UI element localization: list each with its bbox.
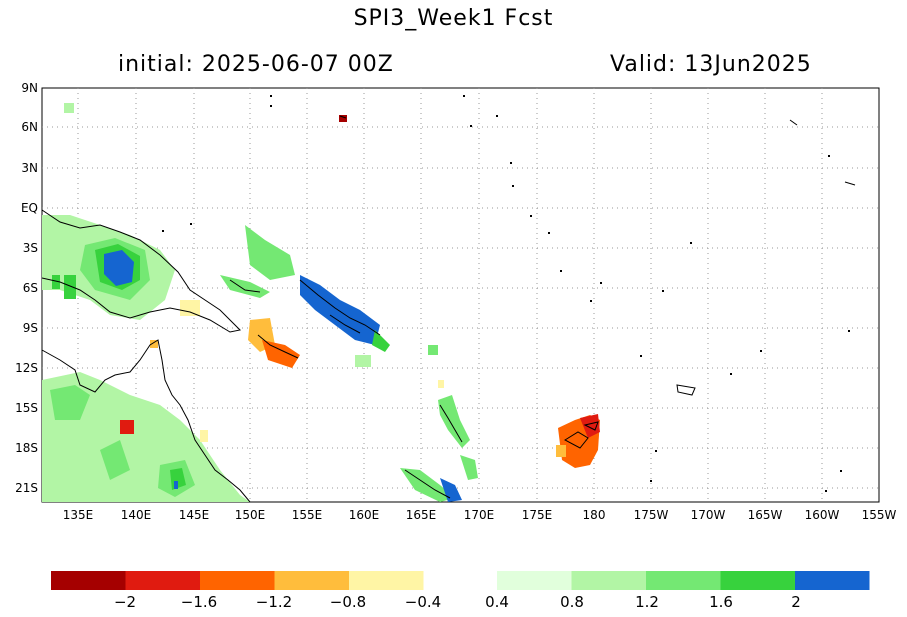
map-title: SPI3_Week1 Fcst — [353, 6, 554, 31]
lon-label: 155E — [292, 508, 323, 522]
latitude-labels: 9N 6N 3N EQ 3S 6S 9S 12S 15S 18S 21S — [15, 81, 38, 495]
colorbar-labels: −2 −1.6 −1.2 −0.8 −0.4 0.4 0.8 1.2 1.6 2 — [114, 593, 801, 611]
colorbar-swatch-positive — [795, 571, 870, 590]
lon-label: 155W — [862, 508, 897, 522]
colorbar-label: 1.6 — [709, 593, 733, 611]
colorbar — [51, 571, 870, 590]
colorbar-swatch-positive — [497, 571, 572, 590]
lon-label: 170W — [691, 508, 726, 522]
colorbar-label: 0.4 — [485, 593, 509, 611]
lon-label: 145E — [179, 508, 210, 522]
colorbar-label: −0.4 — [405, 593, 441, 611]
coastlines — [41, 115, 856, 503]
lat-label: 12S — [15, 361, 38, 375]
colorbar-swatch-negative — [200, 571, 275, 590]
lon-label: 175W — [634, 508, 669, 522]
colorbar-swatch-positive — [646, 571, 721, 590]
colorbar-label: 0.8 — [560, 593, 584, 611]
colorbar-swatch-positive — [720, 571, 795, 590]
colorbar-swatch-positive — [571, 571, 646, 590]
lat-label: 3S — [23, 241, 38, 255]
lat-label: 9S — [23, 321, 38, 335]
colorbar-label: 1.2 — [635, 593, 659, 611]
colorbar-label: 2 — [791, 593, 801, 611]
colorbar-swatch-negative — [51, 571, 126, 590]
colorbar-label: −0.8 — [330, 593, 366, 611]
lat-label: 15S — [15, 401, 38, 415]
colorbar-swatch-negative — [274, 571, 349, 590]
lon-label: 160W — [805, 508, 840, 522]
initial-time-label: initial: 2025-06-07 00Z — [118, 52, 394, 77]
lon-label: 135E — [63, 508, 94, 522]
longitude-labels: 135E 140E 145E 150E 155E 160E 165E 170E … — [63, 508, 897, 522]
lat-label: 3N — [21, 161, 38, 175]
lon-label: 170E — [464, 508, 495, 522]
lat-label: 9N — [21, 81, 38, 95]
lat-label: 18S — [15, 441, 38, 455]
colorbar-label: −2 — [114, 593, 136, 611]
colorbar-label: −1.2 — [256, 593, 292, 611]
colorbar-label: −1.6 — [181, 593, 217, 611]
lon-label: 140E — [121, 508, 152, 522]
lat-label: 6S — [23, 281, 38, 295]
lat-label: 6N — [21, 120, 38, 134]
island-dots — [162, 95, 850, 492]
colorbar-swatch-negative — [125, 571, 200, 590]
lon-label: 165W — [748, 508, 783, 522]
lon-label: 150E — [235, 508, 266, 522]
lon-label: 180 — [583, 508, 606, 522]
valid-date-label: Valid: 13Jun2025 — [610, 52, 812, 77]
colorbar-swatch-negative — [349, 571, 424, 590]
lat-label: 21S — [15, 481, 38, 495]
lon-label: 160E — [349, 508, 380, 522]
lon-label: 175E — [522, 508, 553, 522]
lon-label: 165E — [406, 508, 437, 522]
lat-label: EQ — [21, 201, 38, 215]
